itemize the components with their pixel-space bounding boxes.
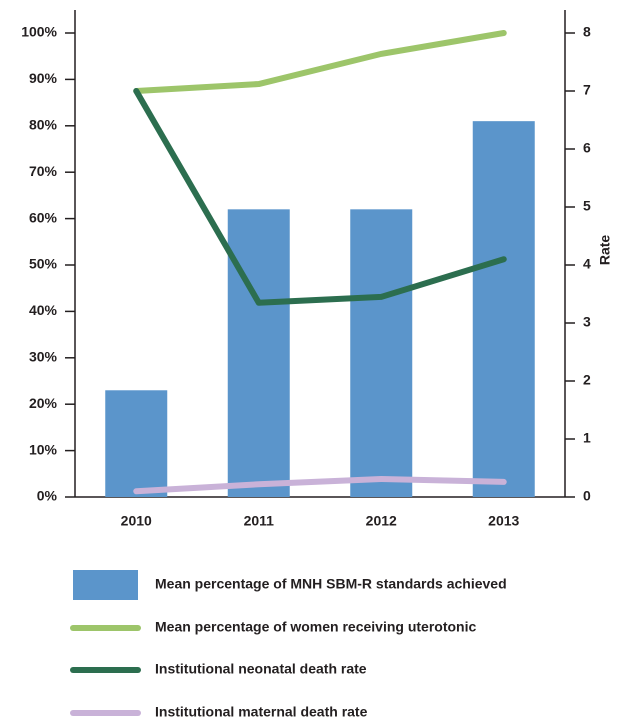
y2-tick-label: 4 <box>583 256 591 272</box>
y2-tick-label: 5 <box>583 198 591 214</box>
line <box>133 30 507 94</box>
bar <box>472 121 535 497</box>
y-tick-label: 60% <box>29 209 58 225</box>
y-tick-label: 100% <box>21 24 57 40</box>
legend-label: Institutional maternal death rate <box>155 704 368 720</box>
line <box>133 88 507 306</box>
y-tick-label: 70% <box>29 163 58 179</box>
y-tick-label: 30% <box>29 349 58 365</box>
legend-swatch <box>73 570 138 600</box>
legend-label: Mean percentage of women receiving utero… <box>155 619 477 635</box>
y-tick-label: 10% <box>29 441 58 457</box>
y-tick-label: 0% <box>37 488 58 504</box>
x-tick-label: 2010 <box>121 513 152 529</box>
y-tick-label: 20% <box>29 395 58 411</box>
bar <box>105 390 168 497</box>
y2-tick-label: 2 <box>583 372 591 388</box>
line <box>133 476 507 495</box>
y2-tick-label: 1 <box>583 430 591 446</box>
x-tick-label: 2013 <box>488 513 519 529</box>
legend-label: Institutional neonatal death rate <box>155 661 367 677</box>
y-tick-label: 40% <box>29 302 58 318</box>
y-tick-label: 80% <box>29 117 58 133</box>
y2-tick-label: 3 <box>583 314 591 330</box>
y-tick-label: 90% <box>29 70 58 86</box>
y2-tick-label: 8 <box>583 24 591 40</box>
x-tick-label: 2012 <box>366 513 397 529</box>
x-tick-label: 2011 <box>244 513 275 529</box>
legend-label: Mean percentage of MNH SBM-R standards a… <box>155 576 507 592</box>
y2-tick-label: 0 <box>583 488 591 504</box>
y2-axis-title: Rate <box>597 235 613 266</box>
bar <box>227 209 290 497</box>
y-tick-label: 50% <box>29 256 58 272</box>
bar <box>350 209 413 497</box>
y2-tick-label: 6 <box>583 140 591 156</box>
y2-tick-label: 7 <box>583 82 591 98</box>
